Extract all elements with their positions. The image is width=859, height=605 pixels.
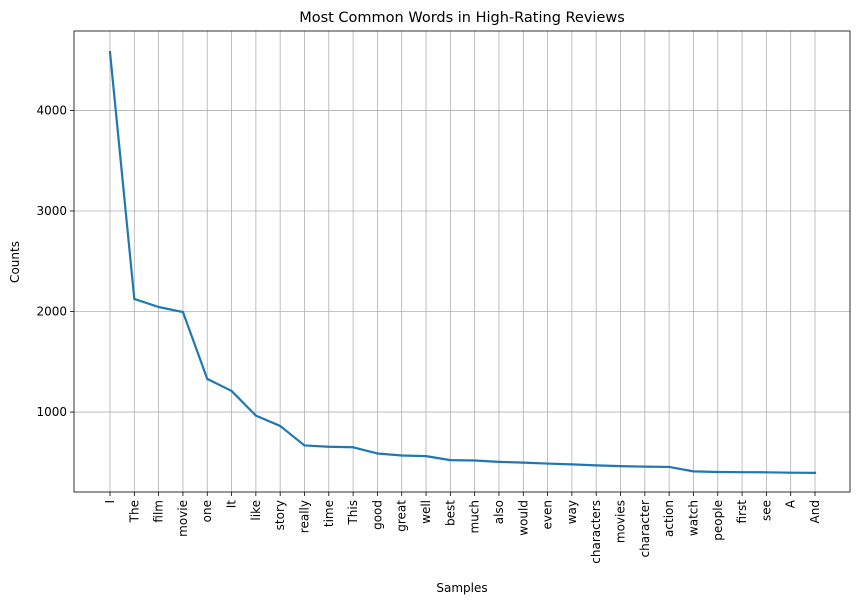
data-point bbox=[497, 460, 501, 463]
x-tick-label: characters bbox=[589, 500, 603, 564]
data-point bbox=[595, 464, 598, 467]
x-tick-label: people bbox=[711, 500, 725, 541]
data-point bbox=[279, 424, 282, 428]
x-tick-label: one bbox=[200, 500, 214, 522]
x-tick-label: good bbox=[370, 500, 384, 530]
x-tick-label: really bbox=[297, 500, 311, 533]
data-point bbox=[157, 305, 160, 309]
data-point bbox=[740, 471, 744, 474]
y-tick-label: 1000 bbox=[36, 405, 67, 419]
x-tick-label: best bbox=[443, 500, 457, 526]
x-tick-label: see bbox=[759, 500, 773, 521]
x-tick-label: would bbox=[516, 500, 530, 536]
data-point bbox=[449, 459, 452, 462]
x-tick-label: This bbox=[346, 500, 360, 526]
data-point bbox=[643, 465, 646, 468]
data-point bbox=[108, 51, 112, 54]
series-line-group bbox=[108, 50, 817, 475]
data-point bbox=[813, 471, 817, 474]
x-tick-label: like bbox=[249, 500, 263, 521]
x-tick-label: movie bbox=[176, 500, 190, 537]
data-point bbox=[254, 414, 257, 417]
x-tick-label: also bbox=[492, 500, 506, 524]
data-point bbox=[668, 465, 671, 469]
data-point bbox=[303, 444, 306, 447]
x-tick-label: way bbox=[565, 500, 579, 524]
x-tick-label: much bbox=[468, 500, 482, 534]
x-tick-label: watch bbox=[686, 500, 700, 536]
x-tick-label: movies bbox=[614, 500, 628, 543]
data-point bbox=[789, 471, 792, 474]
data-point bbox=[424, 455, 428, 458]
plot-area-frame bbox=[73, 30, 851, 493]
data-point bbox=[546, 462, 549, 465]
x-tick-label: action bbox=[662, 500, 676, 537]
x-tick-label: film bbox=[152, 500, 166, 523]
x-tick-label: It bbox=[225, 500, 239, 509]
data-point bbox=[473, 459, 476, 462]
series-line bbox=[108, 50, 817, 475]
x-axis-ticks: I The film movie one It like story really time Thi… bbox=[103, 492, 822, 564]
data-point bbox=[716, 470, 719, 474]
y-tick-label: 3000 bbox=[36, 204, 67, 218]
x-tick-label: story bbox=[273, 500, 287, 530]
x-tick-label: A bbox=[784, 499, 798, 508]
chart-title: Most Common Words in High-Rating Reviews bbox=[299, 10, 625, 26]
x-tick-label: time bbox=[322, 500, 336, 527]
x-tick-label: well bbox=[419, 500, 433, 524]
data-point bbox=[522, 461, 525, 464]
data-point bbox=[206, 377, 209, 380]
data-point bbox=[327, 445, 330, 448]
data-point bbox=[619, 465, 622, 468]
x-tick-label: great bbox=[395, 500, 409, 532]
data-point bbox=[400, 454, 403, 457]
y-tick-label: 2000 bbox=[36, 305, 67, 319]
x-tick-label: I bbox=[103, 500, 117, 504]
data-point bbox=[181, 310, 185, 314]
x-tick-label: The bbox=[127, 500, 141, 523]
data-point bbox=[133, 297, 136, 301]
data-point bbox=[352, 446, 355, 449]
data-point bbox=[765, 471, 768, 474]
data-point bbox=[570, 463, 573, 466]
data-point bbox=[376, 452, 379, 455]
x-tick-label: And bbox=[808, 500, 822, 523]
y-tick-label: 4000 bbox=[36, 103, 67, 117]
y-axis-ticks: 1000 2000 3000 4000 bbox=[36, 103, 74, 419]
data-point bbox=[692, 470, 695, 473]
x-tick-label: character bbox=[638, 500, 652, 558]
x-tick-label: even bbox=[541, 500, 555, 529]
y-axis-title: Counts bbox=[8, 241, 22, 283]
data-point bbox=[230, 389, 233, 393]
x-axis-title: Samples bbox=[436, 581, 487, 595]
x-tick-label: first bbox=[735, 500, 749, 524]
grid bbox=[74, 31, 850, 492]
